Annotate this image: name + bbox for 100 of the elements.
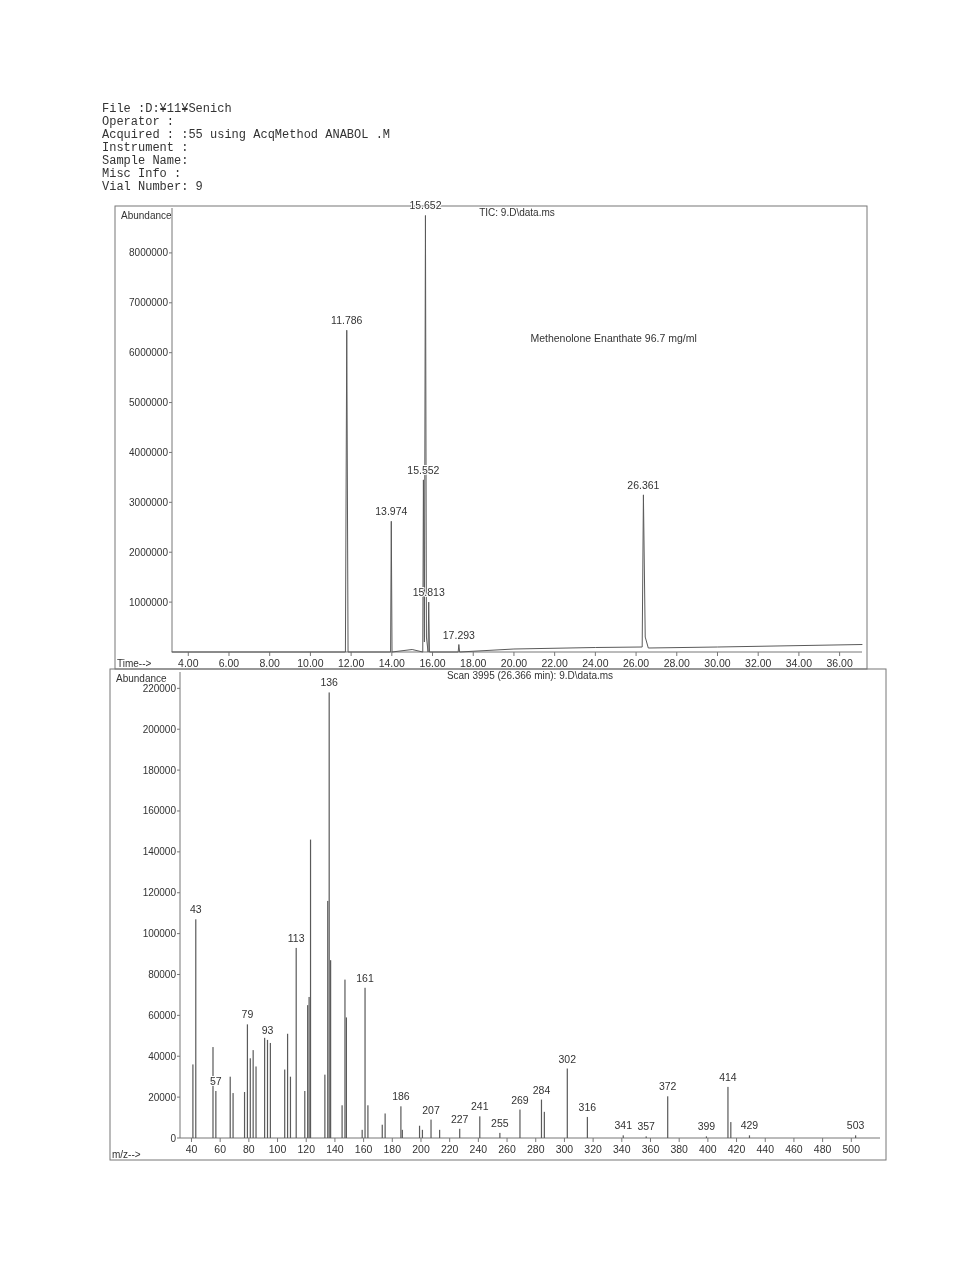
x-tick-label: 460 — [785, 1143, 803, 1155]
y-tick-label: 60000 — [148, 1009, 177, 1021]
annotation: 11.786 — [331, 314, 363, 327]
x-tick-label: 400 — [699, 1143, 717, 1155]
annotation: 93 — [261, 1023, 274, 1036]
x-tick-label: 4.00 — [178, 657, 199, 669]
x-tick-label: 22.00 — [541, 657, 568, 669]
x-tick-label: 360 — [641, 1143, 660, 1155]
annotation: 43 — [189, 903, 202, 916]
x-axis-title: m/z--> — [112, 1149, 141, 1160]
annotation: 15.652 — [409, 199, 442, 212]
annotation: 186 — [392, 1090, 410, 1103]
annotation: 113 — [287, 931, 305, 944]
x-tick-label: 34.00 — [785, 657, 813, 669]
annotation: 227 — [450, 1112, 469, 1125]
x-tick-label: 24.00 — [582, 657, 609, 669]
x-tick-label: 240 — [469, 1143, 488, 1155]
x-axis-title: Time--> — [117, 658, 152, 669]
x-tick-label: 12.00 — [337, 657, 365, 669]
y-tick-label: 3000000 — [129, 496, 169, 508]
y-tick-label: 7000000 — [129, 297, 169, 309]
y-tick-label: 20000 — [148, 1091, 177, 1103]
x-tick-label: 300 — [555, 1143, 574, 1155]
y-axis-title: Abundance — [121, 210, 173, 221]
x-tick-label: 14.00 — [378, 657, 406, 669]
y-tick-label: 6000000 — [129, 347, 169, 359]
annotation: 429 — [740, 1119, 759, 1132]
text: Instrument : — [102, 141, 189, 155]
y-tick-label: 140000 — [142, 846, 177, 858]
x-tick-label: 380 — [670, 1143, 689, 1155]
x-tick-label: 480 — [813, 1143, 832, 1155]
y-tick-label: 4000000 — [129, 446, 169, 458]
x-tick-label: 160 — [354, 1143, 373, 1155]
annotation: 26.361 — [627, 478, 660, 491]
y-tick-label: 2000000 — [129, 546, 169, 558]
x-tick-label: 20.00 — [500, 657, 528, 669]
annotation: 255 — [491, 1116, 509, 1129]
x-tick-label: 16.00 — [419, 657, 446, 669]
x-tick-label: 180 — [383, 1143, 402, 1155]
chart-title: Scan 3995 (26.366 min): 9.D\data.ms — [446, 670, 614, 681]
y-tick-label: 0 — [170, 1132, 177, 1144]
y-tick-label: 8000000 — [129, 247, 169, 259]
y-tick-label: 5000000 — [129, 397, 169, 409]
x-tick-label: 26.00 — [622, 657, 650, 669]
y-tick-label: 220000 — [142, 682, 177, 694]
annotation: 341 — [614, 1119, 633, 1132]
x-tick-label: 500 — [842, 1143, 861, 1155]
y-tick-label: 100000 — [142, 928, 177, 940]
y-axis-title: Abundance — [116, 673, 168, 684]
text: Acquired : :55 using AcqMethod ANABOL .M — [102, 128, 391, 142]
x-tick-label: 260 — [498, 1143, 516, 1155]
annotation: 414 — [719, 1070, 737, 1083]
annotation: 57 — [210, 1074, 222, 1087]
x-tick-label: 440 — [756, 1143, 775, 1155]
y-tick-label: 120000 — [142, 887, 177, 899]
x-tick-label: 220 — [440, 1143, 459, 1155]
annotation: 207 — [422, 1103, 440, 1116]
annotation: 503 — [846, 1119, 865, 1132]
annotation: 136 — [320, 676, 339, 689]
x-tick-label: 10.00 — [297, 657, 324, 669]
x-tick-label: 60 — [214, 1143, 227, 1155]
x-tick-label: 140 — [326, 1143, 344, 1155]
text: Misc Info : — [102, 167, 182, 181]
x-tick-label: 28.00 — [663, 657, 691, 669]
text: Sample Name: — [102, 154, 189, 168]
x-tick-label: 32.00 — [745, 657, 772, 669]
text: Methenolone Enanthate 96.7 mg/ml — [530, 332, 697, 344]
annotation: 302 — [558, 1052, 577, 1065]
annotation: 357 — [637, 1120, 656, 1133]
y-tick-label: 1000000 — [129, 596, 169, 608]
annotation: 399 — [697, 1120, 716, 1133]
y-tick-label: 160000 — [142, 805, 177, 817]
x-tick-label: 280 — [526, 1143, 545, 1155]
annotation: 17.293 — [442, 628, 476, 641]
x-tick-label: 80 — [243, 1143, 255, 1155]
annotation: 372 — [658, 1080, 677, 1093]
annotation: 161 — [356, 971, 374, 984]
x-tick-label: 40 — [185, 1143, 198, 1155]
annotation: 241 — [471, 1100, 489, 1113]
annotation: 316 — [578, 1100, 597, 1113]
y-tick-label: 40000 — [148, 1050, 177, 1062]
x-tick-label: 18.00 — [460, 657, 487, 669]
annotation: 13.974 — [375, 505, 408, 518]
annotation: 269 — [511, 1093, 529, 1106]
x-tick-label: 320 — [584, 1143, 603, 1155]
x-tick-label: 36.00 — [826, 657, 853, 669]
annotation: 15.552 — [407, 463, 440, 476]
y-tick-label: 180000 — [142, 764, 177, 776]
y-tick-label: 80000 — [148, 968, 177, 980]
annotation: 79 — [241, 1008, 254, 1021]
x-tick-label: 8.00 — [259, 657, 281, 669]
text: File :D:¥11¥Senich — [102, 102, 232, 116]
x-tick-label: 6.00 — [218, 657, 240, 669]
text: Vial Number: 9 — [102, 180, 203, 194]
x-tick-label: 100 — [268, 1143, 287, 1155]
y-tick-label: 200000 — [142, 723, 177, 735]
chart-title: TIC: 9.D\data.ms — [479, 207, 555, 218]
x-tick-label: 120 — [297, 1143, 316, 1155]
x-tick-label: 420 — [727, 1143, 746, 1155]
text: Operator : — [102, 115, 175, 129]
